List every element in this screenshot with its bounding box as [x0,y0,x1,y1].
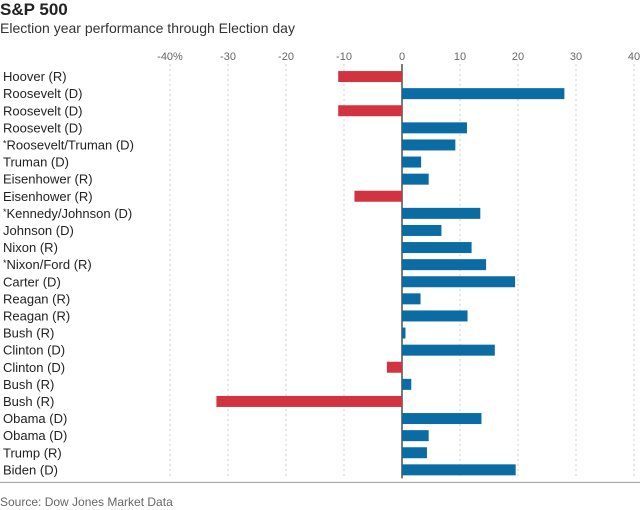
bar [402,156,422,168]
category-label: Bush (R) [3,394,54,409]
chart-title: S&P 500 [0,0,68,19]
bar [402,327,406,339]
category-label: Biden (D) [3,462,58,477]
category-label: Bush (R) [3,326,54,341]
bar [402,207,481,219]
x-tick-label: -30 [220,51,236,63]
category-label: Roosevelt (D) [3,86,82,101]
bar [402,173,429,185]
bar [402,344,495,356]
x-tick-label: -20 [278,51,294,63]
category-label: Johnson (D) [3,223,74,238]
category-label: *Nixon/Ford (R) [3,257,92,272]
bar [402,276,516,288]
category-label: Obama (D) [3,411,67,426]
source-note: Source: Dow Jones Market Data [0,495,173,509]
category-label: Trump (R) [3,445,62,460]
bar [402,122,467,134]
bar [354,190,402,202]
x-tick-label: 0 [399,51,405,63]
bar [402,224,442,236]
category-label: Eisenhower (R) [3,189,93,204]
bar [402,430,429,442]
category-label: Hoover (R) [3,69,67,84]
bar [338,71,402,83]
category-label: Nixon (R) [3,240,58,255]
category-label: *Roosevelt/Truman (D) [3,137,134,152]
category-label: Carter (D) [3,274,61,289]
category-label: Clinton (D) [3,360,65,375]
bar [402,259,487,271]
category-label: Truman (D) [3,155,69,170]
bar [402,464,516,476]
bar [402,242,472,254]
category-label: Eisenhower (R) [3,172,93,187]
bar [402,293,421,305]
category-label: Roosevelt (D) [3,120,82,135]
bar [402,310,468,322]
chart-subtitle: Election year performance through Electi… [0,20,295,36]
bar [338,105,402,117]
x-tick-label: -40% [157,51,183,63]
bar [402,378,412,390]
bar [216,395,402,407]
category-label: *Kennedy/Johnson (D) [3,206,132,221]
category-label: Bush (R) [3,377,54,392]
x-tick-label: 30 [570,51,582,63]
bar [402,139,456,151]
x-tick-label: -10 [336,51,352,63]
bar [402,447,427,459]
category-label: Reagan (R) [3,291,70,306]
bar [402,88,565,100]
x-tick-label: 40 [628,51,640,63]
bar [402,413,482,425]
category-label: Clinton (D) [3,343,65,358]
category-label: Obama (D) [3,428,67,443]
x-tick-label: 10 [454,51,466,63]
category-label: Roosevelt (D) [3,103,82,118]
x-tick-label: 20 [512,51,524,63]
category-label: Reagan (R) [3,308,70,323]
bar [386,361,402,373]
